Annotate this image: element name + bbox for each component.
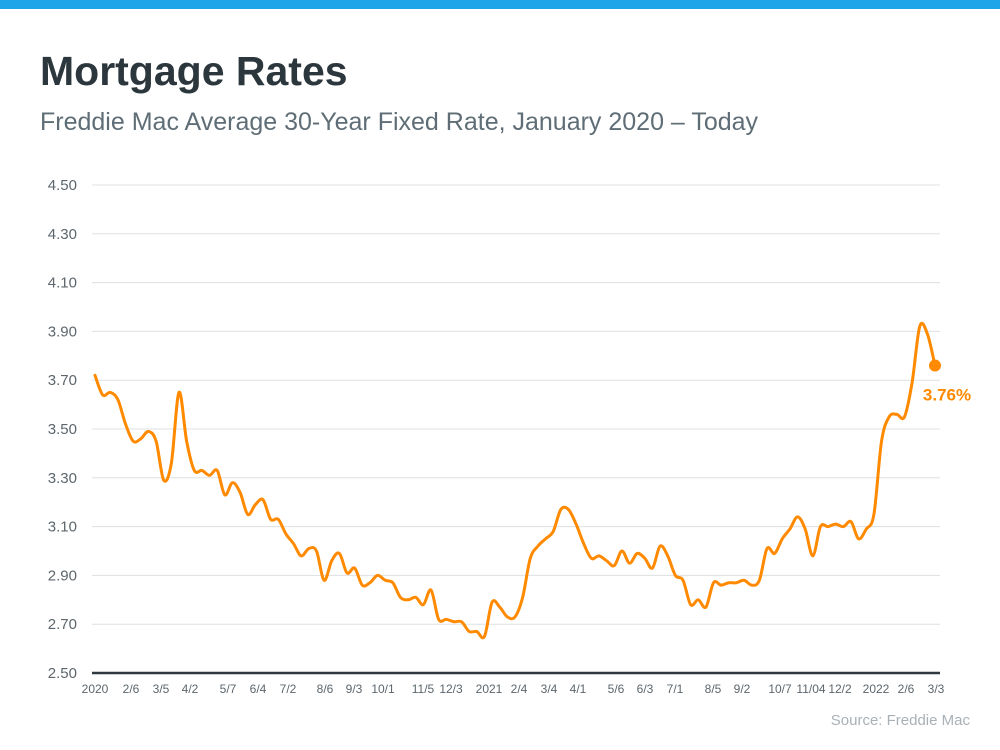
x-tick-label: 7/2 bbox=[280, 682, 297, 696]
y-tick-label: 3.30 bbox=[48, 470, 77, 487]
x-tick-label: 6/3 bbox=[637, 682, 654, 696]
x-tick-label: 5/7 bbox=[220, 682, 237, 696]
x-tick-label: 3/5 bbox=[153, 682, 170, 696]
y-tick-label: 2.90 bbox=[48, 567, 77, 584]
x-tick-label: 9/3 bbox=[346, 682, 363, 696]
source-note: Source: Freddie Mac bbox=[830, 712, 970, 729]
x-tick-label: 2/6 bbox=[898, 682, 915, 696]
x-tick-label: 3/4 bbox=[541, 682, 558, 696]
page-subtitle: Freddie Mac Average 30-Year Fixed Rate, … bbox=[40, 108, 759, 136]
x-tick-label: 6/4 bbox=[250, 682, 267, 696]
top-accent-bar bbox=[0, 0, 1000, 9]
y-tick-label: 4.50 bbox=[48, 177, 77, 194]
y-tick-label: 3.70 bbox=[48, 372, 77, 389]
latest-point-marker bbox=[929, 359, 941, 372]
x-tick-label: 11/04 bbox=[796, 682, 825, 696]
x-tick-label: 4/1 bbox=[570, 682, 587, 696]
y-tick-label: 3.10 bbox=[48, 519, 77, 536]
x-tick-label: 11/5 bbox=[412, 682, 435, 696]
y-tick-label: 2.70 bbox=[48, 616, 77, 633]
x-tick-label: 4/2 bbox=[182, 682, 199, 696]
rate-line bbox=[93, 321, 937, 640]
x-tick-label: 8/6 bbox=[317, 682, 334, 696]
x-tick-label: 10/1 bbox=[371, 682, 395, 696]
x-tick-label: 5/6 bbox=[608, 682, 625, 696]
x-tick-label: 10/7 bbox=[768, 682, 792, 696]
x-tick-label: 2/4 bbox=[511, 682, 528, 696]
x-tick-label: 12/2 bbox=[828, 682, 852, 696]
y-tick-label: 3.50 bbox=[48, 421, 77, 438]
y-tick-label: 4.30 bbox=[48, 226, 77, 243]
x-tick-label: 12/3 bbox=[439, 682, 463, 696]
x-tick-label: 8/5 bbox=[705, 682, 722, 696]
y-tick-label: 3.90 bbox=[48, 323, 77, 340]
x-tick-label: 2/6 bbox=[123, 682, 140, 696]
y-tick-label: 2.50 bbox=[48, 665, 77, 682]
page-title: Mortgage Rates bbox=[40, 48, 348, 94]
x-tick-label: 2020 bbox=[82, 682, 109, 696]
x-tick-label: 9/2 bbox=[734, 682, 751, 696]
y-tick-label: 4.10 bbox=[48, 275, 77, 292]
x-tick-label: 2022 bbox=[863, 682, 890, 696]
x-tick-label: 2021 bbox=[476, 682, 503, 696]
x-tick-label: 7/1 bbox=[667, 682, 684, 696]
x-tick-label: 3/3 bbox=[928, 682, 945, 696]
latest-value-label: 3.76% bbox=[923, 386, 971, 405]
